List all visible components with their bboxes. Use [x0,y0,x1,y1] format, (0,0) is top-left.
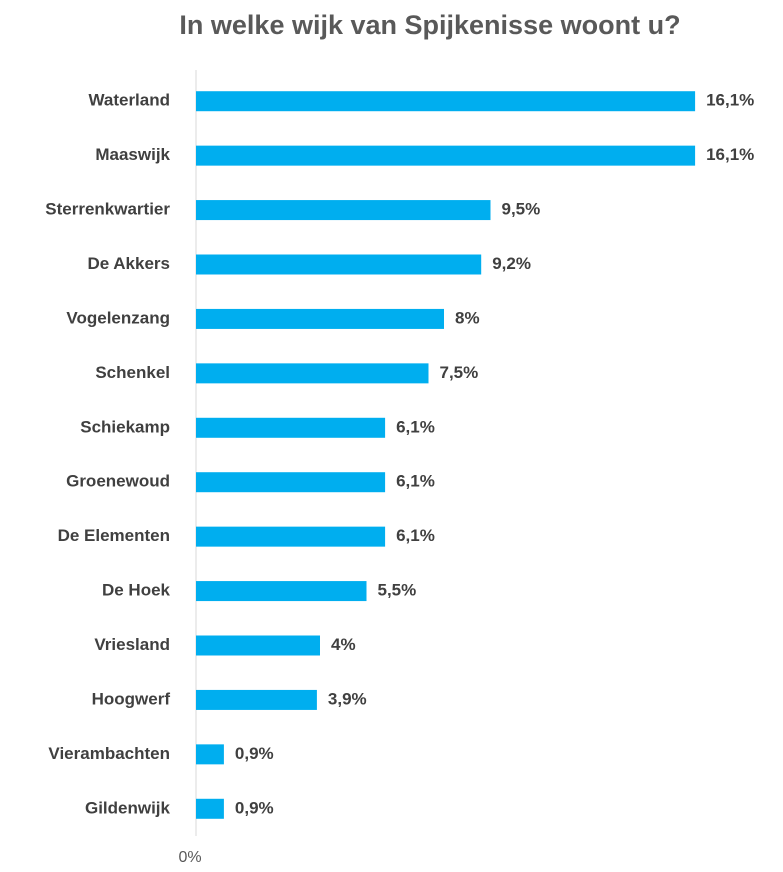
bar [196,145,696,166]
y-tick-label: Vriesland [94,635,170,654]
value-label: 16,1% [706,145,754,164]
bar [196,635,320,656]
bar [196,254,482,275]
bar [196,689,317,710]
bar [196,417,386,438]
value-label: 7,5% [440,363,479,382]
value-label: 0,9% [235,798,274,817]
y-tick-label: Maaswijk [95,145,170,164]
y-tick-label: Hoogwerf [92,689,171,708]
bar [196,472,386,493]
value-label: 4% [331,635,356,654]
y-tick-label: Gildenwijk [85,798,171,817]
bar [196,526,386,547]
value-label: 6,1% [396,526,435,545]
y-tick-label: De Akkers [87,254,170,273]
value-label: 6,1% [396,417,435,436]
value-label: 9,2% [492,254,531,273]
bar [196,308,444,329]
y-tick-label: De Hoek [102,581,171,600]
y-tick-label: Schiekamp [80,417,170,436]
bar [196,581,367,602]
value-label: 0,9% [235,744,274,763]
bar [196,363,429,384]
y-tick-label: Waterland [88,91,170,110]
value-label: 6,1% [396,472,435,491]
value-label: 16,1% [706,91,754,110]
bar [196,200,491,221]
x-tick-label: 0% [178,849,201,866]
y-tick-label: Groenewoud [66,472,170,491]
y-tick-label: Vierambachten [48,744,170,763]
value-label: 9,5% [502,200,541,219]
value-label: 3,9% [328,689,367,708]
bar [196,798,224,819]
y-tick-label: Sterrenkwartier [45,200,170,219]
chart-title: In welke wijk van Spijkenisse woont u? [179,10,680,40]
bar [196,91,696,112]
value-label: 5,5% [378,581,417,600]
y-tick-label: De Elementen [58,526,170,545]
y-tick-label: Schenkel [95,363,170,382]
bar [196,744,224,765]
y-tick-label: Vogelenzang [66,308,170,327]
value-label: 8% [455,308,480,327]
